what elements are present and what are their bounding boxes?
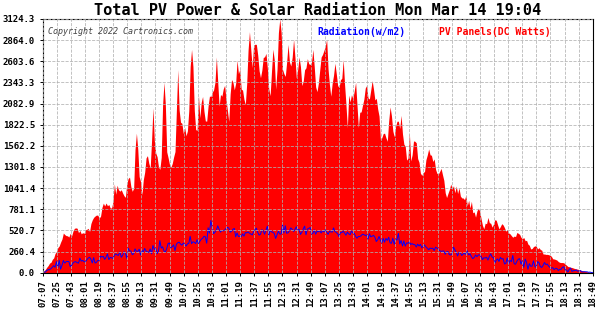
Text: Copyright 2022 Cartronics.com: Copyright 2022 Cartronics.com [48, 27, 193, 36]
Text: Radiation(w/m2): Radiation(w/m2) [317, 27, 406, 37]
Text: PV Panels(DC Watts): PV Panels(DC Watts) [439, 27, 550, 37]
Title: Total PV Power & Solar Radiation Mon Mar 14 19:04: Total PV Power & Solar Radiation Mon Mar… [94, 3, 541, 18]
